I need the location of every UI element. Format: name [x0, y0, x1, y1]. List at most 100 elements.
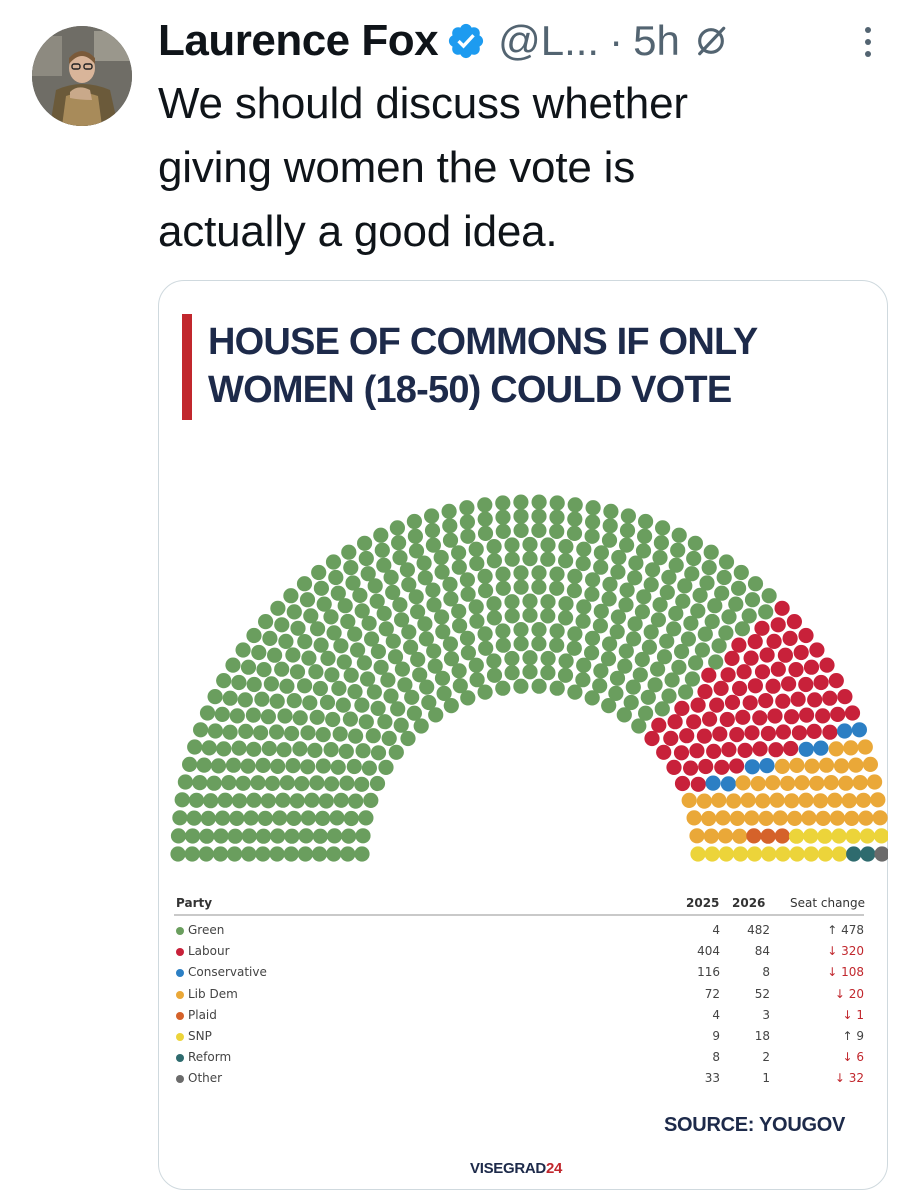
party-color-dot [176, 948, 184, 957]
seat-dot-green [385, 633, 401, 649]
seat-dot-green [576, 599, 592, 615]
seat-dot-lib-dem [841, 793, 857, 809]
seat-dot-green [531, 494, 547, 510]
seat-dot-green [235, 642, 251, 658]
seat-dot-green [326, 846, 342, 862]
verified-badge-icon[interactable] [446, 21, 486, 61]
seat-dot-green [198, 846, 214, 862]
seat-dot-green [425, 582, 441, 598]
author-handle[interactable]: @L... [498, 17, 600, 64]
author-name[interactable]: Laurence Fox [158, 16, 439, 65]
more-options-icon[interactable] [858, 22, 878, 62]
seat-dot-lib-dem [838, 775, 854, 791]
party-name: SNP [188, 1029, 212, 1043]
seat-dot-green [675, 593, 691, 609]
seat-dot-green [625, 679, 641, 695]
seat-dot-green [734, 621, 751, 637]
seat-dot-green [522, 551, 538, 567]
seat-dot-lib-dem [833, 758, 850, 774]
seat-dot-green [611, 549, 627, 566]
seat-dot-conservative [851, 722, 868, 738]
seat-dot-labour [752, 710, 768, 726]
party-color-dot [176, 1054, 184, 1063]
seat-dot-green [661, 688, 677, 704]
seat-dot-labour [701, 667, 717, 683]
seat-dot-green [394, 612, 410, 628]
seat-dot-green [558, 610, 574, 626]
seat-dot-lib-dem [867, 774, 883, 790]
seat-dot-green [264, 775, 280, 791]
seat-dot-green [341, 828, 357, 844]
seat-dot-green [341, 544, 357, 560]
seat-dot-labour [736, 664, 752, 680]
seat-dot-lib-dem [696, 793, 712, 809]
seat-dot-green [231, 740, 247, 756]
seat-dot-green [410, 604, 426, 620]
seat-dot-labour [731, 637, 747, 653]
seat-dot-green [246, 676, 262, 693]
seat-dot-green [668, 605, 684, 622]
seat-dot-green [352, 587, 368, 603]
seat-dot-green [269, 846, 285, 862]
seat-dot-green [346, 758, 362, 775]
seat-dot-labour [760, 725, 777, 742]
timestamp[interactable]: 5h [633, 17, 680, 64]
seat-dot-green [270, 600, 286, 616]
seat-dot-snp [788, 828, 805, 844]
seat-dot-green [692, 587, 708, 603]
seat-dot-green [426, 597, 442, 613]
seat-dot-green [419, 679, 435, 695]
seat-dot-green [401, 624, 417, 640]
seat-dot-green [684, 566, 700, 582]
seats-2025: 4 [712, 923, 720, 937]
seat-dot-lib-dem [858, 810, 874, 826]
seat-dot-green [442, 636, 458, 652]
seat-dot-labour [720, 667, 736, 683]
seat-dot-green [318, 793, 334, 809]
seat-dot-green [592, 678, 608, 694]
seat-dot-labour [798, 676, 814, 693]
seat-dot-green [641, 639, 657, 655]
seat-dot-green [307, 742, 323, 758]
seat-dot-green [531, 508, 547, 524]
seat-dot-green [434, 670, 451, 686]
seat-dot-lib-dem [755, 793, 771, 809]
seat-dot-green [312, 828, 328, 844]
seat-dot-green [192, 775, 208, 791]
seat-dot-labour [712, 726, 728, 742]
seat-dot-green [338, 743, 354, 759]
seat-dot-green [576, 541, 592, 557]
seat-dot-green [326, 625, 342, 641]
avatar[interactable] [32, 26, 132, 126]
seat-dot-conservative [837, 723, 853, 739]
party-row: Other 33 1 ↓ 32 [174, 1070, 864, 1090]
seat-dot-green [358, 550, 374, 567]
seat-dot-green [441, 503, 457, 519]
grok-icon[interactable] [694, 24, 728, 58]
seat-dot-green [671, 527, 687, 543]
seat-dot-green [270, 758, 286, 774]
seats-2026: 84 [754, 944, 770, 959]
party-row: Lib Dem 72 52 ↓ 20 [174, 986, 864, 1006]
seat-dot-green [460, 645, 476, 661]
seat-dot-green [602, 636, 618, 652]
seat-dot-green [348, 793, 364, 809]
seat-dot-green [513, 508, 529, 524]
seat-dot-green [397, 677, 413, 693]
seat-dot-green [290, 620, 306, 636]
seat-dot-labour [782, 630, 798, 646]
seat-dot-lib-dem [794, 775, 810, 791]
seat-dot-green [328, 569, 344, 586]
seat-dot-green [222, 690, 238, 706]
seat-dot-green [634, 604, 650, 620]
party-name: Reform [188, 1050, 232, 1065]
seat-dot-green [567, 511, 583, 527]
seat-dot-green [358, 810, 374, 826]
seat-dot-snp [732, 846, 749, 862]
seat-dot-green [326, 828, 343, 844]
seat-dot-green [504, 594, 520, 610]
party-name: Labour [188, 944, 230, 959]
seat-dot-green [674, 643, 690, 660]
seat-dot-green [677, 578, 693, 594]
seat-dot-green [196, 757, 212, 773]
